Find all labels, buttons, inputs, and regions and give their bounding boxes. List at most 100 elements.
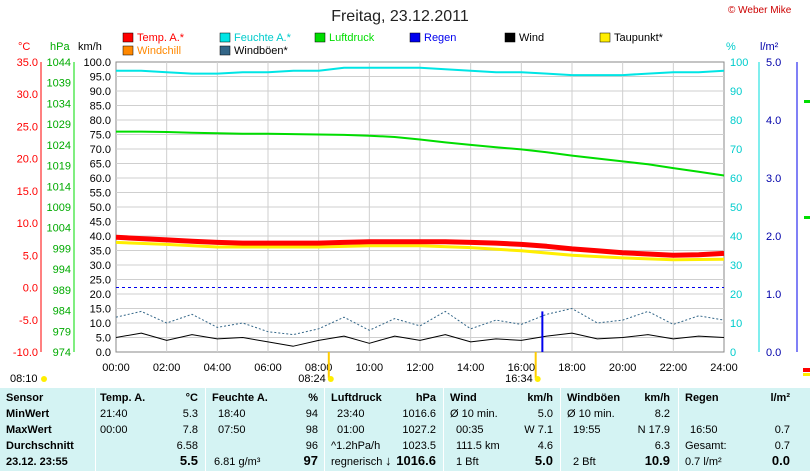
humidity-unit: % (308, 392, 318, 404)
wind-max-time: 00:35 (456, 424, 484, 436)
pressure-tick-label: 999 (53, 243, 71, 255)
pressure-max: 1027.2 (402, 424, 436, 436)
legend-label: Windböen* (234, 45, 289, 57)
wind-tick-label: 100.0 (83, 57, 111, 69)
gusts-avg: 8.2 (654, 408, 670, 420)
pressure-tick-label: 994 (53, 264, 71, 276)
series-line-windböen (115, 308, 725, 336)
x-tick-label: 20:00 (609, 362, 637, 374)
series-line-taupunkt (115, 240, 725, 262)
pressure-min: 1016.6 (402, 408, 436, 420)
rain-tick-label: 2.0 (766, 231, 781, 243)
pressure-current: 1016.6 (396, 453, 436, 468)
pressure-max-time: 01:00 (337, 424, 365, 436)
side-tick-green-top (804, 100, 810, 103)
temp-tick-label: 35.0 (17, 57, 38, 69)
pressure-tick-label: 1009 (47, 202, 71, 214)
humidity-min-time: 18:40 (218, 408, 246, 420)
gusts-current: 10.9 (644, 453, 670, 468)
series-line-luftdruck (116, 130, 725, 177)
pressure-tick-label: 1029 (47, 119, 71, 131)
wind-avg-label: Ø 10 min. (450, 408, 498, 420)
legend-label: Wind (519, 32, 544, 44)
wind-tick-label: 45.0 (90, 217, 111, 229)
wind-tick-label: 80.0 (90, 115, 111, 127)
x-tick-label: 18:00 (558, 362, 586, 374)
gusts-unit: km/h (644, 392, 670, 404)
wind-distance: 111.5 km (456, 440, 500, 452)
rain-header: Regen (685, 392, 719, 404)
pressure-tick-label: 989 (53, 285, 71, 297)
temp-tick-label: 30.0 (17, 89, 38, 101)
row-label-min: MinWert (6, 408, 50, 420)
gusts-header: Windböen (567, 392, 621, 404)
row-label-avg: Durchschnitt (6, 440, 74, 452)
gusts-max-direction: N 17.9 (637, 424, 670, 436)
stats-table: Sensor MinWert MaxWert Durchschnitt 23.1… (0, 388, 810, 471)
pressure-avg: 1023.5 (402, 440, 436, 452)
legend-label: Feuchte A.* (234, 32, 292, 44)
rain-total-label: Gesamt: (685, 440, 727, 452)
temp-tick-label: 25.0 (17, 121, 38, 133)
x-tick-label: 08:00 (305, 362, 333, 374)
wind-header: Wind (450, 392, 477, 404)
sun-icon (327, 376, 334, 382)
rain-unit: l/m² (770, 392, 790, 404)
wind-unit-label: km/h (78, 41, 102, 53)
sun-icon (534, 376, 541, 382)
temp-max-time: 00:00 (100, 424, 128, 436)
pressure-forecast: regnerisch (331, 456, 383, 468)
side-tick-yellow (803, 373, 810, 376)
wind-beaufort: 1 Bft (456, 456, 479, 468)
column-separator (205, 388, 206, 471)
gusts-avg-label: Ø 10 min. (567, 408, 615, 420)
wind-tick-label: 20.0 (90, 289, 111, 301)
humidity-header: Feuchte A. (212, 392, 268, 404)
gusts-beaufort: 2 Bft (573, 456, 596, 468)
humidity-tick-label: 50 (730, 202, 742, 214)
column-separator (560, 388, 561, 471)
legend-swatch (122, 32, 134, 43)
wind-tick-label: 30.0 (90, 260, 111, 272)
pressure-trend-arrow: ↓ (385, 453, 392, 468)
gusts-max-time: 19:55 (573, 424, 601, 436)
humidity-tick-label: 30 (730, 260, 742, 272)
gusts-mean: 6.3 (654, 440, 670, 452)
chart-axes: 35.0 30.0 25.0 20.0 15.0 10.0 5.0 0.0 -5.0 -10.0 1… (13, 57, 798, 374)
legend-swatch (122, 45, 134, 56)
temp-unit-label: °C (18, 41, 30, 53)
rain-last: 0.7 (774, 424, 790, 436)
temp-tick-label: 20.0 (17, 154, 38, 166)
wind-mean: 4.6 (537, 440, 553, 452)
humidity-tick-label: 60 (730, 173, 742, 185)
first-marker-label: 08:10 (10, 373, 38, 385)
legend-label: Luftdruck (329, 32, 375, 44)
humidity-tick-label: 20 (730, 289, 742, 301)
chart-title: Freitag, 23.12.2011 (331, 8, 469, 25)
column-separator (95, 388, 96, 471)
series-line-wind (115, 332, 725, 347)
wind-tick-label: 75.0 (90, 130, 111, 142)
legend-swatch (409, 32, 421, 43)
wind-tick-label: 40.0 (90, 231, 111, 243)
temp-avg: 6.58 (176, 440, 198, 452)
sunset-label: 16:34 (505, 373, 533, 385)
pressure-tick-label: 1024 (47, 140, 71, 152)
wind-tick-label: 85.0 (90, 101, 111, 113)
x-tick-label: 16:00 (508, 362, 536, 374)
legend-label: Regen (424, 32, 456, 44)
temp-tick-label: 0.0 (23, 283, 38, 295)
rain-tick-label: 1.0 (766, 289, 781, 301)
wind-tick-label: 60.0 (90, 173, 111, 185)
temp-max: 7.8 (182, 424, 198, 436)
rain-tick-label: 0.0 (766, 347, 781, 359)
wind-tick-label: 90.0 (90, 86, 111, 98)
temp-unit: °C (185, 392, 198, 404)
pressure-tick-label: 1004 (47, 223, 71, 235)
rain-total: 0.7 (774, 440, 790, 452)
wind-tick-label: 50.0 (90, 202, 111, 214)
temp-tick-label: 5.0 (23, 250, 38, 262)
humidity-avg: 96 (305, 440, 318, 452)
row-label-current: 23.12. 23:55 (6, 456, 68, 468)
pressure-tick-label: 979 (53, 326, 71, 338)
